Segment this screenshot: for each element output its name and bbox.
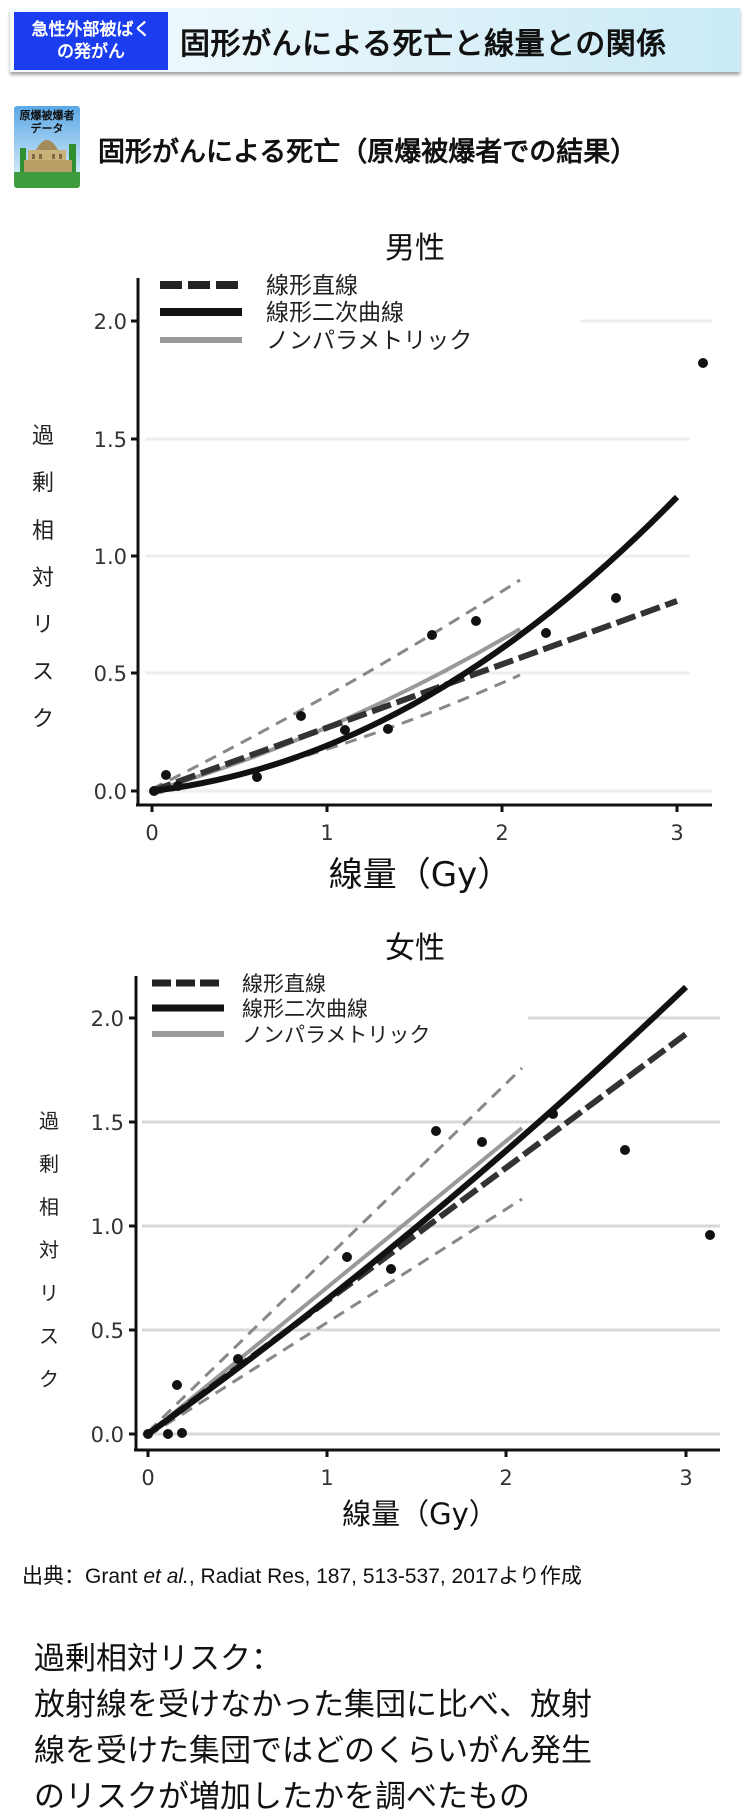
data-points	[149, 358, 708, 796]
svg-text:0.5: 0.5	[94, 662, 127, 686]
svg-text:0: 0	[145, 821, 158, 845]
svg-text:相: 相	[39, 1195, 59, 1219]
svg-text:0: 0	[141, 1466, 154, 1490]
svg-text:ク: ク	[32, 707, 54, 732]
gridlines	[145, 319, 712, 793]
svg-text:ス: ス	[32, 660, 54, 685]
svg-text:1.5: 1.5	[94, 428, 127, 452]
icon-label-line-1: 原爆被爆者	[20, 108, 75, 122]
svg-text:1.0: 1.0	[94, 545, 127, 569]
svg-text:2.0: 2.0	[91, 1007, 124, 1031]
linear-line	[150, 598, 679, 794]
legend-nonparametric: ノンパラメトリック	[242, 1023, 430, 1047]
category-badge: 急性外部被ばく の発がん	[14, 12, 168, 70]
svg-text:過: 過	[32, 424, 54, 449]
chart-title: 女性	[385, 931, 445, 966]
svg-text:1.0: 1.0	[91, 1215, 124, 1239]
legend: 線形直線 線形二次曲線 ノンパラメトリック	[160, 273, 472, 354]
y-axis-label: 過 剰 相 対 リ ス ク	[32, 424, 54, 732]
linear-quadratic-line	[151, 494, 680, 794]
legend-linear-quadratic: 線形二次曲線	[242, 997, 368, 1021]
x-axis-label: 線量（Gy）	[329, 855, 511, 895]
svg-text:1: 1	[320, 1466, 333, 1490]
axes	[129, 976, 720, 1457]
male-chart: 男性 2.0 1.5 1.0 0.5 0.0 0 1 2 3 線量（Gy） 過 …	[32, 231, 712, 895]
badge-line-1: 急性外部被ばく	[31, 20, 151, 40]
svg-text:対: 対	[32, 566, 54, 591]
legend: 線形直線 線形二次曲線 ノンパラメトリック	[152, 972, 430, 1047]
chart-title: 男性	[385, 231, 445, 266]
gridlines	[142, 1016, 720, 1436]
atomic-bomb-dome-icon: 原爆被爆者 データ	[14, 106, 80, 188]
legend-linear-quadratic: 線形二次曲線	[266, 300, 404, 326]
confidence-bands	[151, 578, 521, 796]
nonparametric-line	[146, 1126, 524, 1436]
svg-text:ク: ク	[39, 1367, 59, 1391]
x-axis-label: 線量（Gy）	[342, 1497, 498, 1531]
svg-text:3: 3	[670, 821, 683, 845]
definition-line: のリスクが増加したかを調べたもの	[34, 1779, 530, 1815]
svg-text:3: 3	[679, 1466, 692, 1490]
linear-quadratic-line	[146, 984, 689, 1437]
svg-text:0.5: 0.5	[91, 1319, 124, 1343]
badge-line-2: の発がん	[57, 42, 125, 62]
y-tick-labels: 2.0 1.5 1.0 0.5 0.0	[94, 310, 127, 804]
x-tick-labels: 0 1 2 3	[145, 821, 683, 845]
definition-term: 過剰相対リスク：	[34, 1641, 282, 1677]
svg-text:剰: 剰	[39, 1152, 59, 1176]
svg-text:過: 過	[39, 1109, 59, 1133]
svg-text:相: 相	[32, 519, 54, 544]
icon-label-line-2: データ	[31, 121, 64, 135]
section-title: 固形がんによる死亡（原爆被爆者での結果）	[98, 137, 638, 168]
definition-line: 線を受けた集団ではどのくらいがん発生	[34, 1733, 592, 1769]
nonparametric-line	[151, 627, 522, 793]
svg-text:1.5: 1.5	[91, 1111, 124, 1135]
svg-text:2: 2	[499, 1466, 512, 1490]
svg-text:2.0: 2.0	[94, 310, 127, 334]
female-chart: 女性 2.0 1.5 1.0 0.5 0.0 0 1 2 3 線量（Gy） 過 …	[39, 931, 720, 1531]
definition-line: 放射線を受けなかった集団に比べ、放射	[34, 1687, 592, 1723]
section-header: 原爆被爆者 データ 固形がんによる死亡（原爆被爆者での結果）	[14, 104, 734, 190]
legend-nonparametric: ノンパラメトリック	[266, 328, 472, 354]
legend-linear: 線形直線	[266, 273, 358, 299]
legend-linear: 線形直線	[242, 972, 326, 996]
x-tick-labels: 0 1 2 3	[141, 1466, 692, 1490]
axes	[131, 278, 712, 812]
svg-text:2: 2	[495, 821, 508, 845]
confidence-bands	[146, 1066, 524, 1438]
svg-text:剰: 剰	[32, 471, 54, 496]
page-title: 固形がんによる死亡と線量との関係	[180, 27, 667, 62]
svg-text:0.0: 0.0	[91, 1423, 124, 1447]
page-header: 急性外部被ばく の発がん 固形がんによる死亡と線量との関係	[10, 8, 740, 72]
svg-text:0.0: 0.0	[94, 780, 127, 804]
svg-text:リ: リ	[39, 1281, 59, 1305]
svg-text:1: 1	[320, 821, 333, 845]
definition-text: 過剰相対リスク： 放射線を受けなかった集団に比べ、放射 線を受けた集団ではどのく…	[34, 1636, 734, 1820]
y-axis-label: 過 剰 相 対 リ ス ク	[39, 1109, 59, 1391]
data-points	[143, 1109, 715, 1439]
svg-text:対: 対	[39, 1238, 59, 1262]
svg-text:リ: リ	[32, 613, 54, 638]
y-tick-labels: 2.0 1.5 1.0 0.5 0.0	[91, 1007, 124, 1447]
svg-text:ス: ス	[39, 1324, 59, 1348]
source-citation: 出典：Grant et al., Radiat Res, 187, 513-53…	[22, 1565, 582, 1588]
